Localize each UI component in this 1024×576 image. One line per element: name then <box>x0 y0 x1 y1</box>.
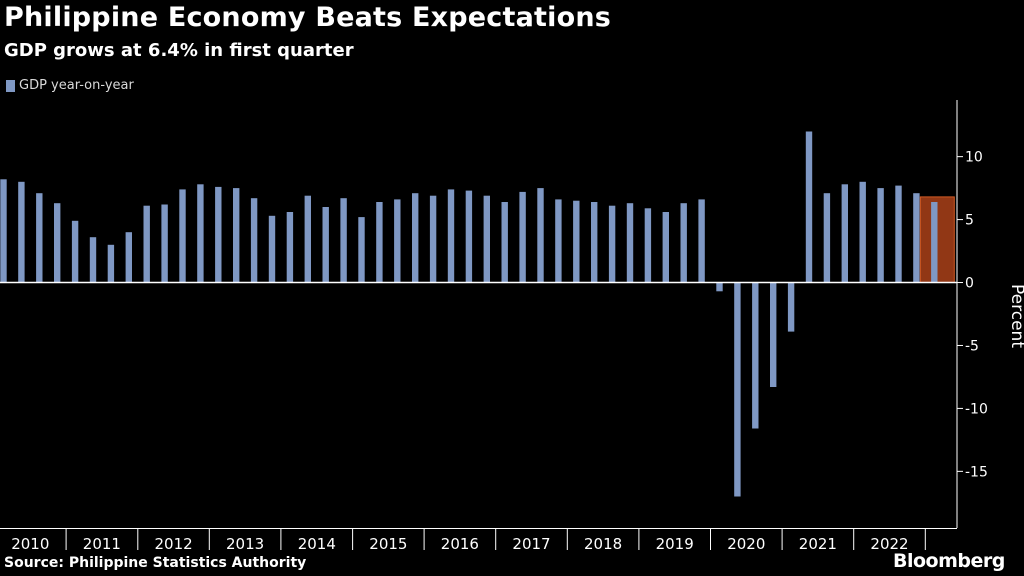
bar-53 <box>931 202 938 283</box>
bar-4 <box>54 203 61 283</box>
year-label-2018: 2018 <box>584 535 622 553</box>
bar-18 <box>304 195 311 283</box>
bar-8 <box>125 232 132 283</box>
bar-7 <box>107 244 115 283</box>
bar-27 <box>465 190 473 283</box>
y-tick-label: -15 <box>965 464 988 480</box>
bar-38 <box>662 212 669 283</box>
bar-45 <box>787 282 795 332</box>
bar-42 <box>734 282 741 497</box>
bar-34 <box>591 202 598 283</box>
legend: GDP year-on-year <box>6 78 134 93</box>
source-note: Source: Philippine Statistics Authority <box>4 555 307 571</box>
year-label-2022: 2022 <box>870 535 908 553</box>
y-tick-label: -5 <box>965 339 979 355</box>
bar-51 <box>895 185 902 283</box>
year-label-2017: 2017 <box>512 535 550 553</box>
bar-31 <box>537 188 544 283</box>
bar-44 <box>770 282 777 387</box>
bar-12 <box>197 184 204 283</box>
bar-43 <box>752 282 759 429</box>
year-label-2013: 2013 <box>226 535 264 553</box>
year-label-2021: 2021 <box>799 535 837 553</box>
year-label-2015: 2015 <box>369 535 407 553</box>
bar-29 <box>501 202 508 283</box>
chart-title: Philippine Economy Beats Expectations <box>4 2 612 33</box>
bar-48 <box>841 184 848 283</box>
y-tick-label: 10 <box>965 150 983 166</box>
bar-1 <box>0 179 7 283</box>
y-ticks-group: 10 5 0 -5 -10 -15 <box>957 150 988 480</box>
bar-11 <box>179 189 186 283</box>
bar-39 <box>680 203 687 283</box>
bar-36 <box>626 203 634 283</box>
y-tick-label: 5 <box>965 213 974 229</box>
year-label-2014: 2014 <box>298 535 336 553</box>
year-label-2011: 2011 <box>83 535 121 553</box>
bar-52 <box>913 193 920 283</box>
bar-28 <box>483 195 490 283</box>
bar-40 <box>698 199 705 283</box>
bar-49 <box>859 181 866 283</box>
legend-swatch <box>6 79 15 92</box>
y-axis-label: Percent <box>1007 284 1024 348</box>
bar-6 <box>89 237 97 283</box>
bar-30 <box>519 191 526 283</box>
axis-group <box>0 100 958 528</box>
year-label-2012: 2012 <box>155 535 193 553</box>
bar-9 <box>143 205 150 283</box>
chart-subtitle: GDP grows at 6.4% in first quarter <box>4 40 354 61</box>
bar-46 <box>805 131 813 283</box>
bar-37 <box>644 208 652 283</box>
bar-17 <box>286 212 294 283</box>
bar-10 <box>161 204 168 283</box>
y-tick-label: 0 <box>965 276 974 292</box>
bloomberg-logo: Bloomberg <box>893 550 1005 572</box>
bar-13 <box>215 186 222 283</box>
year-label-2020: 2020 <box>727 535 765 553</box>
bars-group <box>0 131 938 497</box>
bar-32 <box>555 199 562 283</box>
y-tick-label: -10 <box>965 401 988 417</box>
bar-5 <box>71 220 79 283</box>
bar-16 <box>268 215 276 283</box>
legend-label: GDP year-on-year <box>19 78 134 93</box>
bar-33 <box>573 200 580 283</box>
bar-23 <box>394 199 401 283</box>
bar-2 <box>18 181 25 283</box>
bar-3 <box>36 193 43 283</box>
year-labels-group: 2010 2011 2012 2013 2014 2015 2016 2017 2018 2019… <box>0 528 957 553</box>
bar-47 <box>823 193 831 283</box>
bar-24 <box>412 193 419 283</box>
bar-26 <box>447 189 455 283</box>
year-label-2010: 2010 <box>11 535 49 553</box>
bar-14 <box>233 188 240 283</box>
bar-15 <box>250 198 258 283</box>
bar-35 <box>608 205 616 283</box>
bar-50 <box>877 188 884 283</box>
year-label-2019: 2019 <box>656 535 694 553</box>
bar-19 <box>322 207 329 283</box>
year-label-2016: 2016 <box>441 535 479 553</box>
bar-20 <box>340 198 347 283</box>
bar-25 <box>429 195 437 283</box>
bar-41 <box>716 282 723 292</box>
bar-22 <box>376 202 383 283</box>
bar-21 <box>358 217 365 283</box>
